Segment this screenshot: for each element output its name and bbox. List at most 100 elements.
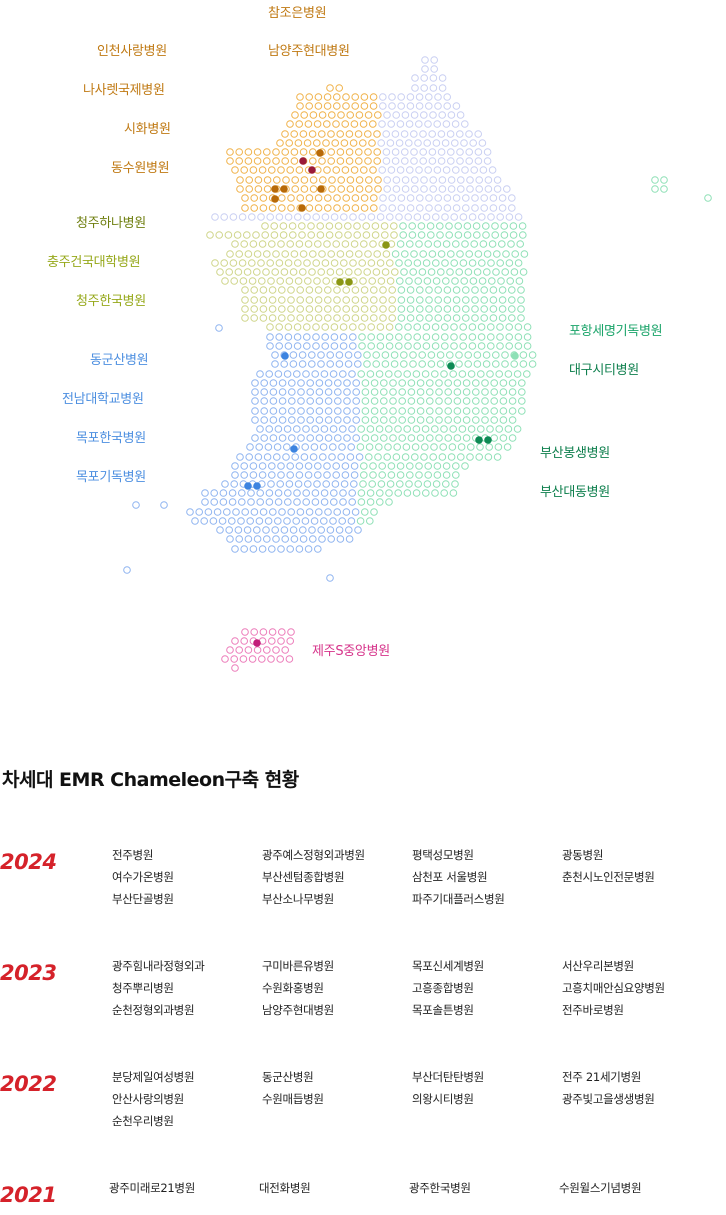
map-dot: [493, 185, 502, 193]
map-dot: [290, 130, 299, 138]
map-dot: [328, 176, 336, 184]
map-dot: [413, 259, 422, 267]
map-dot: [417, 231, 426, 239]
map-dot: [437, 268, 445, 276]
map-dot: [517, 305, 525, 313]
map-dot: [446, 268, 454, 276]
map-dot: [461, 120, 469, 128]
map-dot: [300, 185, 309, 193]
map-dot: [300, 453, 309, 461]
map-dot: [332, 471, 341, 479]
map-label-cheongju-hankook: 청주한국병원: [76, 294, 146, 309]
map-dot: [441, 342, 449, 350]
hospital-2023-c4-1: 서산우리본병원: [562, 959, 634, 973]
map-dot: [358, 323, 366, 331]
map-dot: [287, 296, 295, 304]
map-dot: [215, 231, 223, 239]
map-dot: [415, 93, 424, 101]
map-dot: [342, 204, 351, 212]
map-dot: [312, 213, 321, 221]
map-dot: [251, 416, 259, 424]
map-dot: [249, 240, 258, 248]
map-dot: [336, 535, 345, 543]
map-dot: [252, 268, 261, 276]
map-dot: [434, 194, 443, 202]
map-dot: [401, 111, 410, 119]
map-dot: [429, 185, 438, 193]
map-dot: [370, 305, 378, 313]
map-dot: [488, 240, 497, 248]
map-dot: [333, 93, 341, 101]
map-label-jeju-s: 제주S중앙병원: [312, 644, 390, 659]
hospital-2023-c3-2: 고흥종합병원: [412, 981, 474, 995]
map-dot: [333, 296, 341, 304]
map-dot: [321, 342, 330, 350]
map-dot: [396, 462, 405, 470]
map-dot: [375, 425, 384, 433]
map-dot: [518, 222, 527, 230]
map-dot: [367, 259, 376, 267]
map-dot: [362, 222, 371, 230]
map-dot: [324, 434, 333, 442]
map-dot: [400, 130, 409, 138]
map-dot: [226, 250, 234, 258]
map-dot: [489, 305, 498, 313]
map-dot: [651, 176, 659, 184]
map-dot: [330, 489, 338, 497]
map-dot: [306, 379, 315, 387]
map-dot: [359, 277, 367, 285]
map-dot: [471, 296, 479, 304]
map-dot: [477, 333, 486, 341]
map-dot: [278, 397, 287, 405]
map-dot: [370, 314, 378, 322]
map-dot: [472, 416, 480, 424]
map-dot: [496, 213, 505, 221]
map-dot: [477, 323, 486, 331]
map-dot: [346, 185, 355, 193]
map-dot: [260, 416, 269, 424]
map-dot: [290, 535, 299, 543]
map-dot: [360, 305, 369, 313]
map-dot: [250, 508, 259, 516]
map-dot: [457, 176, 465, 184]
map-dot: [462, 286, 470, 294]
map-dot: [260, 397, 269, 405]
hospital-location-dot: [271, 195, 279, 203]
map-dot: [489, 314, 498, 322]
map-dot: [275, 342, 284, 350]
map-dot: [334, 397, 342, 405]
map-dot: [213, 508, 222, 516]
map-dot: [435, 397, 443, 405]
map-dot: [296, 305, 305, 313]
map-dot: [278, 305, 286, 313]
map-dot: [330, 342, 339, 350]
hospital-2023-c2-1: 구미바른유병원: [262, 959, 334, 973]
map-dot: [241, 204, 249, 212]
map-dot: [304, 277, 312, 285]
map-dot: [340, 213, 348, 221]
map-dot: [660, 176, 668, 184]
map-dot: [339, 333, 348, 341]
map-dot: [425, 102, 433, 110]
map-dot: [489, 286, 498, 294]
map-dot: [245, 453, 253, 461]
map-dot: [324, 508, 332, 516]
map-dot: [443, 314, 452, 322]
map-dot: [348, 489, 357, 497]
map-dot: [360, 194, 369, 202]
map-dot: [462, 434, 471, 442]
map-dot: [386, 480, 395, 488]
map-dot: [438, 84, 447, 92]
map-dot: [274, 370, 283, 378]
map-dot: [329, 517, 337, 525]
map-dot: [368, 277, 377, 285]
map-dot: [490, 397, 499, 405]
map-dot: [514, 259, 523, 267]
map-dot: [234, 526, 243, 534]
map-dot: [457, 185, 465, 193]
map-dot: [441, 333, 449, 341]
map-dot: [233, 231, 242, 239]
map-dot: [361, 379, 370, 387]
map-dot: [231, 240, 239, 248]
map-dot: [383, 453, 392, 461]
